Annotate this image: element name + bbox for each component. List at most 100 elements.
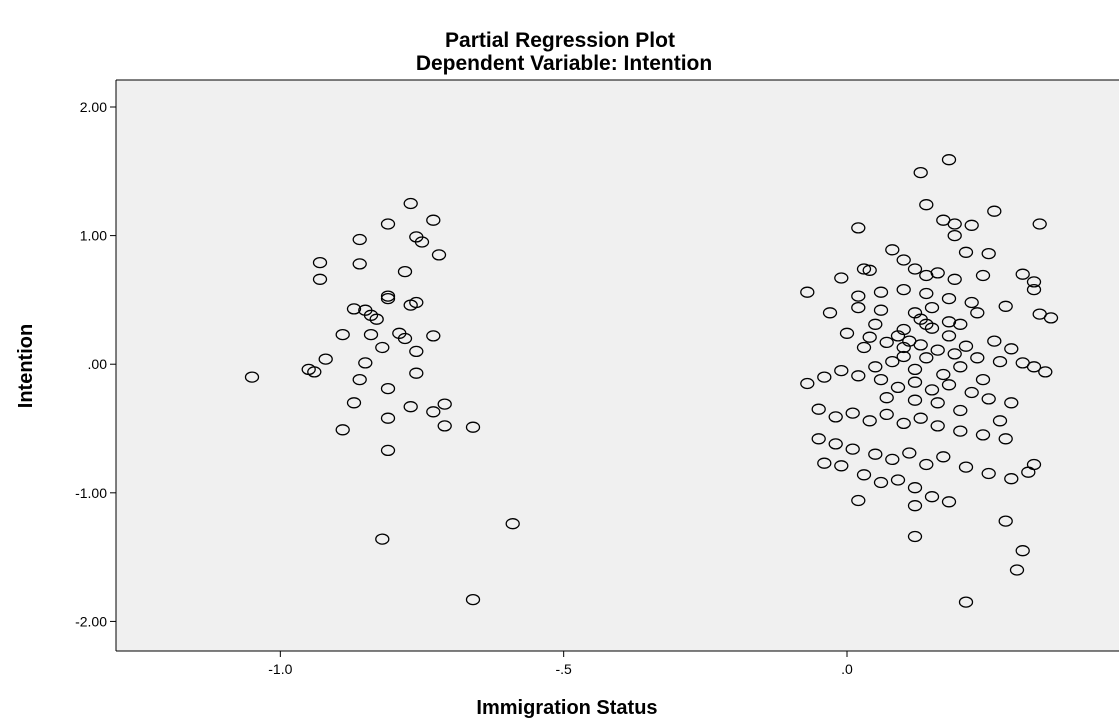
data-point bbox=[397, 265, 413, 278]
data-point bbox=[834, 364, 849, 377]
data-point bbox=[1015, 268, 1030, 280]
x-tick-label: .0 bbox=[841, 661, 853, 677]
data-point bbox=[907, 500, 923, 512]
plot-area bbox=[115, 79, 1119, 652]
data-point bbox=[941, 496, 957, 508]
data-point bbox=[318, 353, 333, 365]
data-point bbox=[352, 233, 367, 246]
data-point bbox=[992, 415, 1008, 427]
data-point bbox=[409, 345, 424, 358]
data-point bbox=[1026, 276, 1042, 288]
data-point bbox=[970, 352, 985, 364]
data-point bbox=[879, 392, 894, 404]
data-point bbox=[800, 286, 815, 298]
data-point bbox=[856, 341, 872, 354]
data-point bbox=[919, 287, 934, 300]
y-axis: 2.00 1.00 .00 -1.00 -2.00 bbox=[75, 99, 116, 629]
data-point bbox=[873, 476, 889, 489]
data-point bbox=[953, 361, 968, 373]
chart-title: Partial Regression Plot bbox=[445, 29, 675, 52]
data-point bbox=[845, 407, 860, 419]
data-point bbox=[896, 417, 911, 430]
data-point bbox=[1026, 283, 1042, 296]
data-point bbox=[862, 331, 877, 343]
data-point bbox=[862, 264, 877, 276]
data-point bbox=[998, 433, 1013, 445]
data-point bbox=[845, 443, 860, 455]
data-point bbox=[403, 197, 418, 210]
data-point bbox=[885, 453, 900, 466]
data-point bbox=[380, 292, 396, 305]
plot-background bbox=[116, 80, 1119, 651]
data-point bbox=[902, 447, 917, 459]
data-point bbox=[856, 263, 872, 275]
x-tick-label: -1.0 bbox=[268, 661, 292, 677]
data-point bbox=[346, 303, 362, 315]
data-point bbox=[312, 273, 328, 285]
data-point bbox=[851, 290, 866, 302]
data-point bbox=[1004, 343, 1019, 355]
data-point bbox=[335, 424, 350, 436]
data-point bbox=[409, 367, 424, 379]
data-point bbox=[352, 258, 367, 270]
data-point bbox=[862, 415, 877, 427]
data-point bbox=[312, 256, 328, 269]
data-point bbox=[811, 403, 826, 415]
data-point bbox=[437, 398, 452, 410]
y-tick-label: 2.00 bbox=[80, 99, 107, 115]
data-point bbox=[964, 296, 979, 309]
data-point bbox=[879, 336, 894, 349]
chart-subtitle: Dependent Variable: Intention bbox=[416, 52, 712, 75]
data-point bbox=[380, 444, 396, 457]
data-point bbox=[907, 394, 923, 406]
data-point bbox=[465, 421, 481, 433]
data-point bbox=[885, 355, 900, 368]
data-point bbox=[930, 397, 945, 409]
data-point bbox=[414, 236, 430, 248]
data-point bbox=[409, 296, 424, 309]
data-point bbox=[828, 411, 843, 423]
data-point bbox=[375, 533, 390, 545]
data-point bbox=[975, 373, 991, 386]
data-point bbox=[987, 205, 1002, 217]
data-point bbox=[873, 373, 889, 386]
data-point bbox=[975, 269, 991, 282]
data-point bbox=[907, 482, 923, 494]
data-point bbox=[919, 458, 934, 471]
data-point bbox=[902, 335, 917, 347]
data-point bbox=[924, 322, 940, 334]
data-point bbox=[958, 246, 974, 258]
data-points bbox=[244, 154, 1059, 608]
data-point bbox=[868, 361, 883, 373]
data-point bbox=[403, 401, 418, 413]
data-point bbox=[896, 254, 911, 266]
data-point bbox=[363, 328, 379, 341]
data-point bbox=[375, 341, 390, 354]
data-point bbox=[358, 357, 373, 369]
data-point bbox=[953, 404, 968, 417]
data-point bbox=[800, 377, 815, 390]
data-point bbox=[873, 304, 889, 316]
data-point bbox=[919, 352, 934, 364]
data-point bbox=[851, 370, 866, 382]
data-point bbox=[930, 420, 945, 432]
data-point bbox=[953, 318, 968, 330]
data-point bbox=[936, 368, 951, 381]
data-point bbox=[307, 366, 322, 378]
x-tick-label: -.5 bbox=[555, 661, 572, 677]
data-point bbox=[834, 460, 849, 472]
data-point bbox=[998, 515, 1013, 527]
data-point bbox=[907, 363, 923, 376]
data-point bbox=[839, 327, 855, 339]
data-point bbox=[981, 247, 996, 260]
data-point bbox=[941, 154, 957, 166]
data-point bbox=[958, 340, 974, 352]
data-point bbox=[958, 461, 974, 473]
data-point bbox=[1026, 361, 1042, 373]
data-point bbox=[868, 448, 883, 460]
data-point bbox=[947, 273, 962, 285]
y-axis-label: Intention bbox=[15, 324, 37, 408]
data-point bbox=[1004, 473, 1019, 485]
data-point bbox=[947, 218, 962, 230]
data-point bbox=[1032, 218, 1047, 230]
